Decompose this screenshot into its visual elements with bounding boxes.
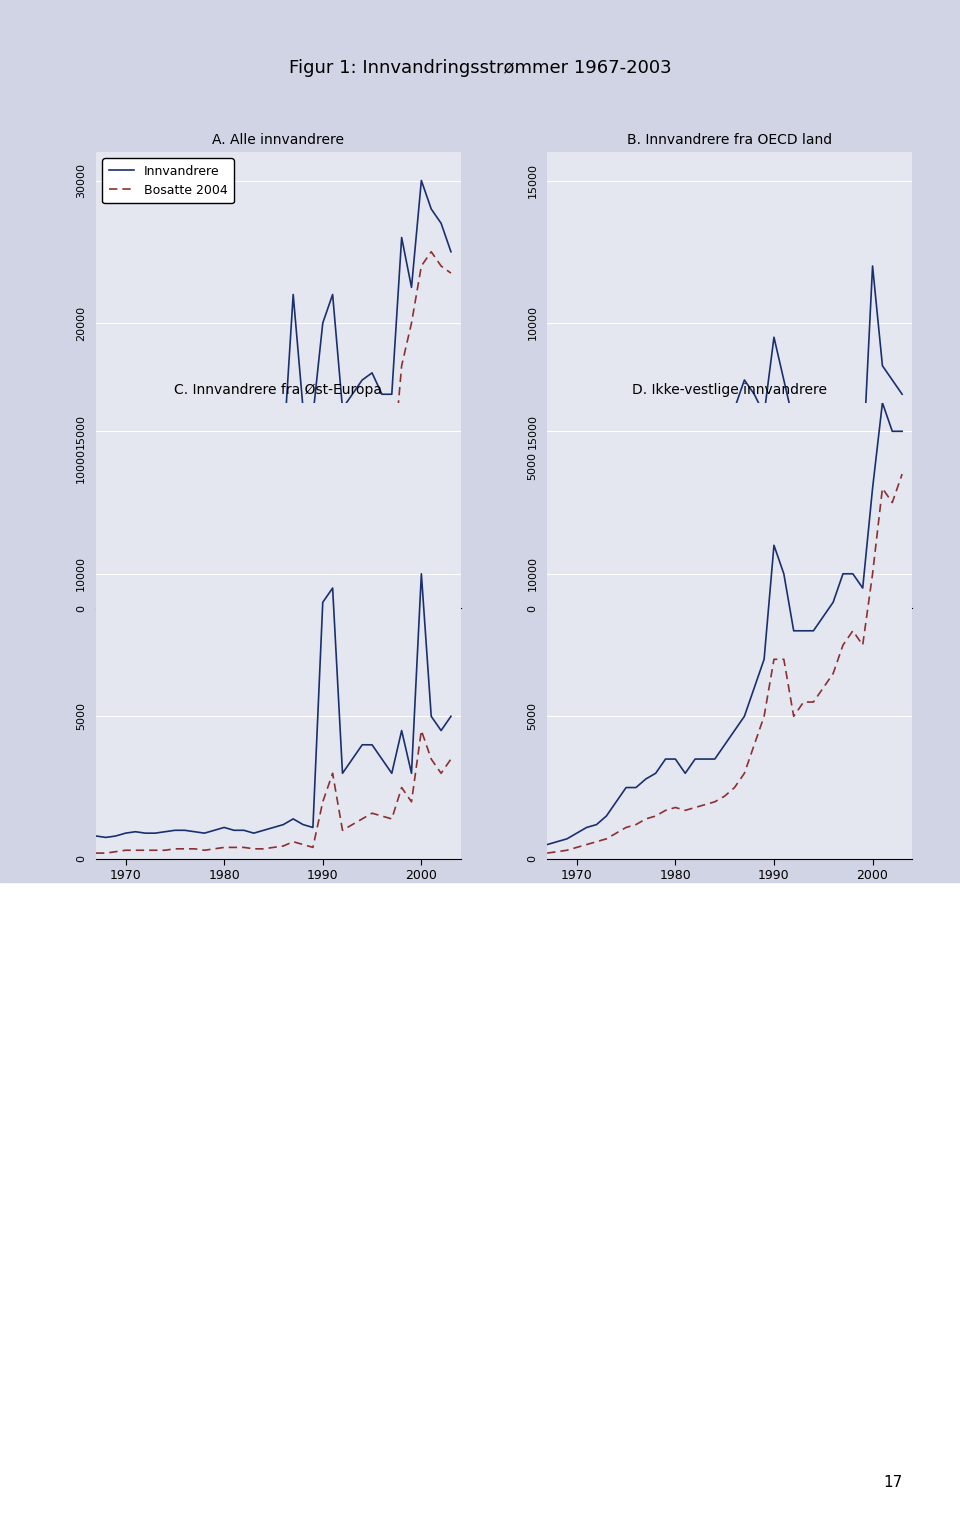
- Title: D. Ikke-vestlige innvandrere: D. Ikke-vestlige innvandrere: [632, 383, 828, 397]
- Title: C. Innvandrere fra Øst-Europa: C. Innvandrere fra Øst-Europa: [175, 383, 382, 397]
- Text: 17: 17: [883, 1474, 902, 1490]
- Title: A. Alle innvandrere: A. Alle innvandrere: [212, 132, 345, 146]
- Legend: Innvandrere, Bosatte 2004: Innvandrere, Bosatte 2004: [103, 158, 233, 204]
- Title: B. Innvandrere fra OECD land: B. Innvandrere fra OECD land: [627, 132, 832, 146]
- Text: Figur 1: Innvandringsstrømmer 1967-2003: Figur 1: Innvandringsstrømmer 1967-2003: [289, 59, 671, 78]
